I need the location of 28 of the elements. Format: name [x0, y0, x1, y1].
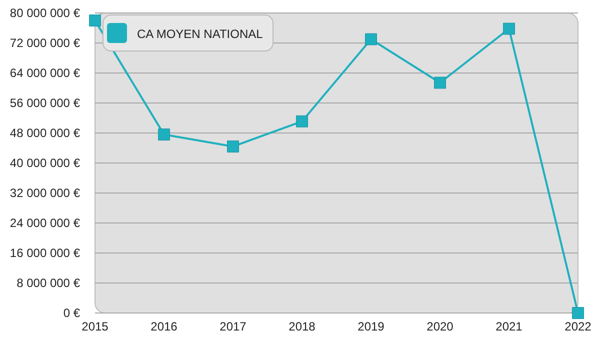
x-tick-label: 2016 [150, 320, 178, 334]
y-tick-label: 24 000 000 € [10, 216, 80, 230]
point [89, 14, 101, 26]
y-tick-label: 40 000 000 € [10, 156, 80, 170]
y-tick-label: 48 000 000 € [10, 126, 80, 140]
x-tick-label: 2019 [358, 320, 385, 334]
x-tick-label: 2017 [220, 320, 247, 334]
point [503, 22, 515, 35]
point [296, 115, 308, 128]
y-tick-label: 16 000 000 € [10, 246, 80, 260]
y-tick-label: 64 000 000 € [10, 66, 80, 80]
x-tick-label: 2022 [564, 320, 592, 334]
y-tick-label: 80 000 000 € [10, 6, 80, 20]
point [365, 33, 377, 46]
x-tick-label: 2021 [496, 320, 523, 334]
point [158, 128, 170, 140]
x-tick-label: 2015 [82, 320, 109, 334]
x-tick-label: 2020 [426, 320, 454, 334]
legend-label: CA MOYEN NATIONAL [137, 27, 264, 41]
y-tick-label: 0 € [63, 306, 80, 320]
point [434, 76, 446, 89]
point [572, 307, 584, 319]
y-tick-label: 8 000 000 € [16, 276, 80, 290]
point [227, 140, 239, 152]
x-tick-label: 2018 [288, 320, 316, 334]
y-tick-label: 56 000 000 € [10, 96, 80, 110]
y-tick-label: 72 000 000 € [10, 36, 80, 50]
y-tick-label: 32 000 000 € [10, 186, 80, 200]
